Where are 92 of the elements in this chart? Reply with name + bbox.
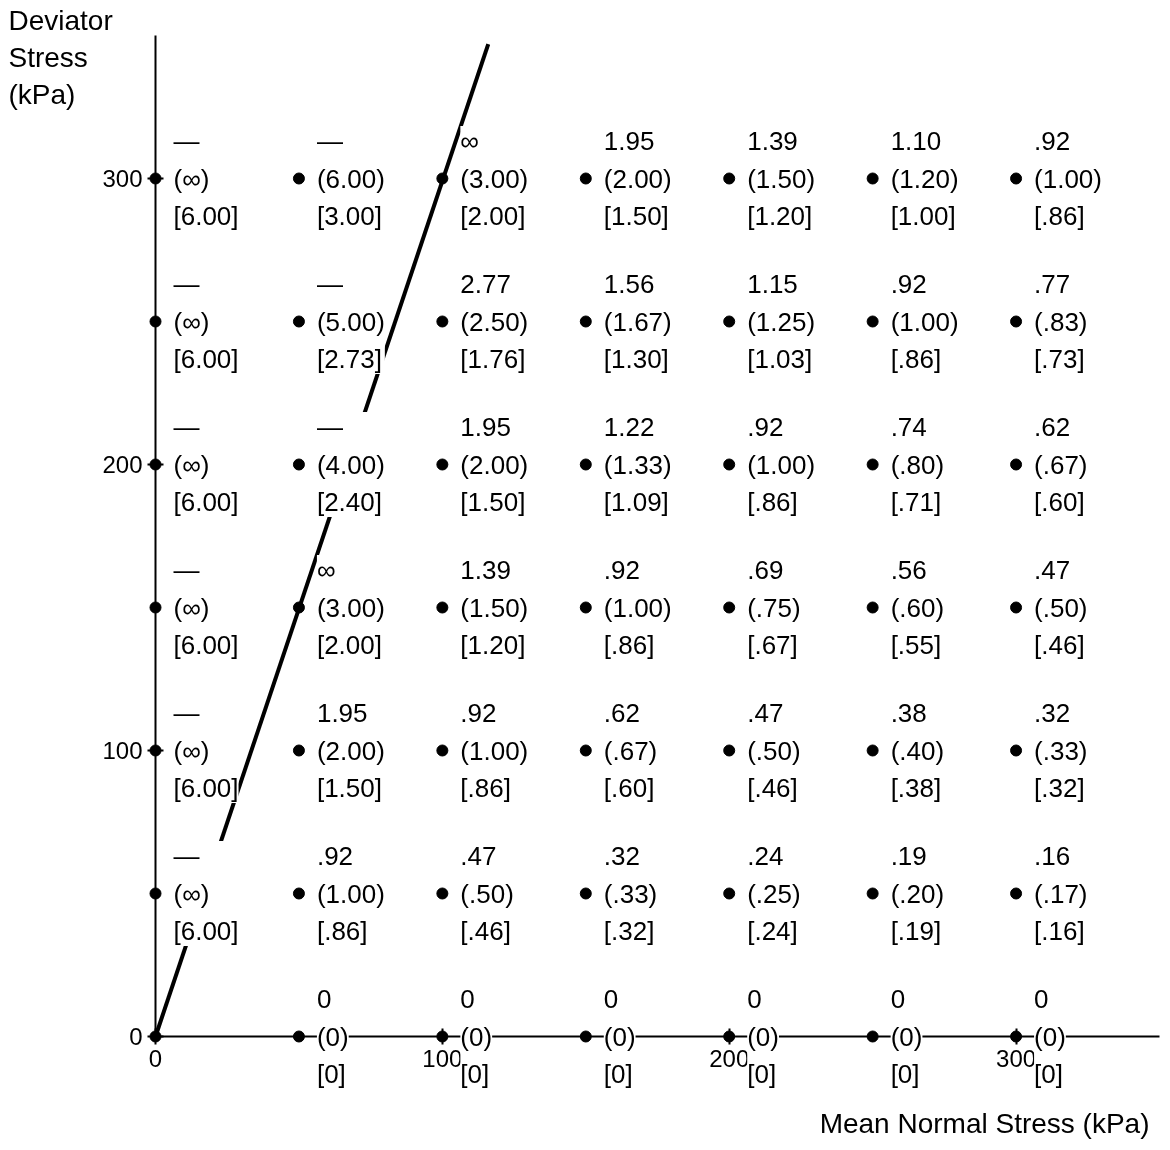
point [292,887,305,900]
annotation: 2.77 (2.50) [1.76] [460,269,529,374]
annotation: 1.39 (1.50) [1.20] [460,555,529,660]
annotation: .16 (.17) [.16] [1034,841,1088,946]
point [436,601,449,614]
annotation: .62 (.67) [.60] [1034,412,1088,517]
point [723,315,736,328]
annotation: 0 (0) [0] [460,984,493,1089]
annotation: .77 (.83) [.73] [1034,269,1088,374]
annotation: 1.39 (1.50) [1.20] [747,126,816,231]
annotation: 1.95 (2.00) [1.50] [316,698,385,803]
point [1010,887,1023,900]
annotation: .62 (.67) [.60] [603,698,658,803]
annotation: .92 (1.00) [.86] [603,555,672,660]
y-tick-label: 300 [102,165,143,192]
point [579,172,592,185]
annotation: .38 (.40) [.38] [890,698,945,803]
point [866,458,879,471]
annotation: — (4.00) [2.40] [316,412,385,517]
point [866,887,879,900]
annotation: — (∞) [6.00] [173,555,239,660]
annotation: 0 (0) [0] [890,984,923,1089]
annotation: ∞ (3.00) [2.00] [460,126,529,231]
annotation: — (∞) [6.00] [173,412,239,517]
annotation: .47 (.50) [.46] [460,841,514,946]
point [1010,458,1023,471]
annotation: 1.22 (1.33) [1.09] [603,412,672,517]
point [1010,744,1023,757]
x-tick-label: 300 [996,1044,1037,1072]
point [723,172,736,185]
annotation: .92 (1.00) [.86] [890,269,959,374]
point [1010,172,1023,185]
annotation: — (∞) [6.00] [173,841,239,946]
point [436,887,449,900]
point [292,744,305,757]
x-tick-label: 200 [709,1044,750,1072]
y-axis-title: Deviator Stress (kPa) [8,4,113,110]
point [1010,315,1023,328]
point [579,315,592,328]
annotation: .24 (.25) [.24] [747,841,801,946]
point [723,887,736,900]
annotation: ∞ (3.00) [2.00] [316,555,385,660]
annotation: .47 (.50) [.46] [1034,555,1088,660]
point [292,315,305,328]
point [436,744,449,757]
x-tick-label: 100 [422,1044,463,1072]
annotation: 1.56 (1.67) [1.30] [603,269,672,374]
annotation: 0 (0) [0] [1034,984,1066,1089]
point [723,744,736,757]
annotation: .92 (1.00) [.86] [747,412,816,517]
y-tick-label: 0 [129,1023,143,1050]
annotation: 1.95 (2.00) [1.50] [460,412,529,517]
annotation: .69 (.75) [.67] [747,555,801,660]
annotation: 0 (0) [0] [316,984,349,1089]
point [436,458,449,471]
point [1010,601,1023,614]
annotation: .32 (.33) [.32] [1034,698,1088,803]
point [579,458,592,471]
annotation: .74 (.80) [.71] [890,412,945,517]
annotation: — (∞) [6.00] [173,269,239,374]
annotation: 1.95 (2.00) [1.50] [603,126,672,231]
annotation: 1.15 (1.25) [1.03] [747,269,816,374]
annotation: .56 (.60) [.55] [890,555,945,660]
point [579,744,592,757]
y-tick-label: 200 [102,451,143,478]
annotation: — (5.00) [2.73] [316,269,385,374]
annotation: .92 (1.00) [.86] [460,698,529,803]
x-tick-label: 0 [148,1044,163,1072]
point [723,601,736,614]
annotation: 0 (0) [0] [747,984,779,1089]
annotation: .92 (1.00) [.86] [316,841,385,946]
annotation: 1.10 (1.20) [1.00] [890,126,959,231]
point [292,458,305,471]
annotation: — (6.00) [3.00] [316,126,385,231]
point [436,315,449,328]
annotation: .92 (1.00) [.86] [1034,126,1102,231]
annotation: .47 (.50) [.46] [747,698,801,803]
point [579,887,592,900]
point [866,744,879,757]
annotation: — (∞) [6.00] [173,698,239,803]
point [579,601,592,614]
y-tick-label: 100 [102,737,143,764]
annotation: .19 (.20) [.19] [890,841,945,946]
point [866,172,879,185]
point [292,172,305,185]
annotation: 0 (0) [0] [603,984,636,1089]
point [723,458,736,471]
x-axis-title: Mean Normal Stress (kPa) [819,1107,1150,1139]
annotation: .32 (.33) [.32] [603,841,658,946]
point [866,601,879,614]
annotation: — (∞) [6.00] [173,126,239,231]
point [866,315,879,328]
